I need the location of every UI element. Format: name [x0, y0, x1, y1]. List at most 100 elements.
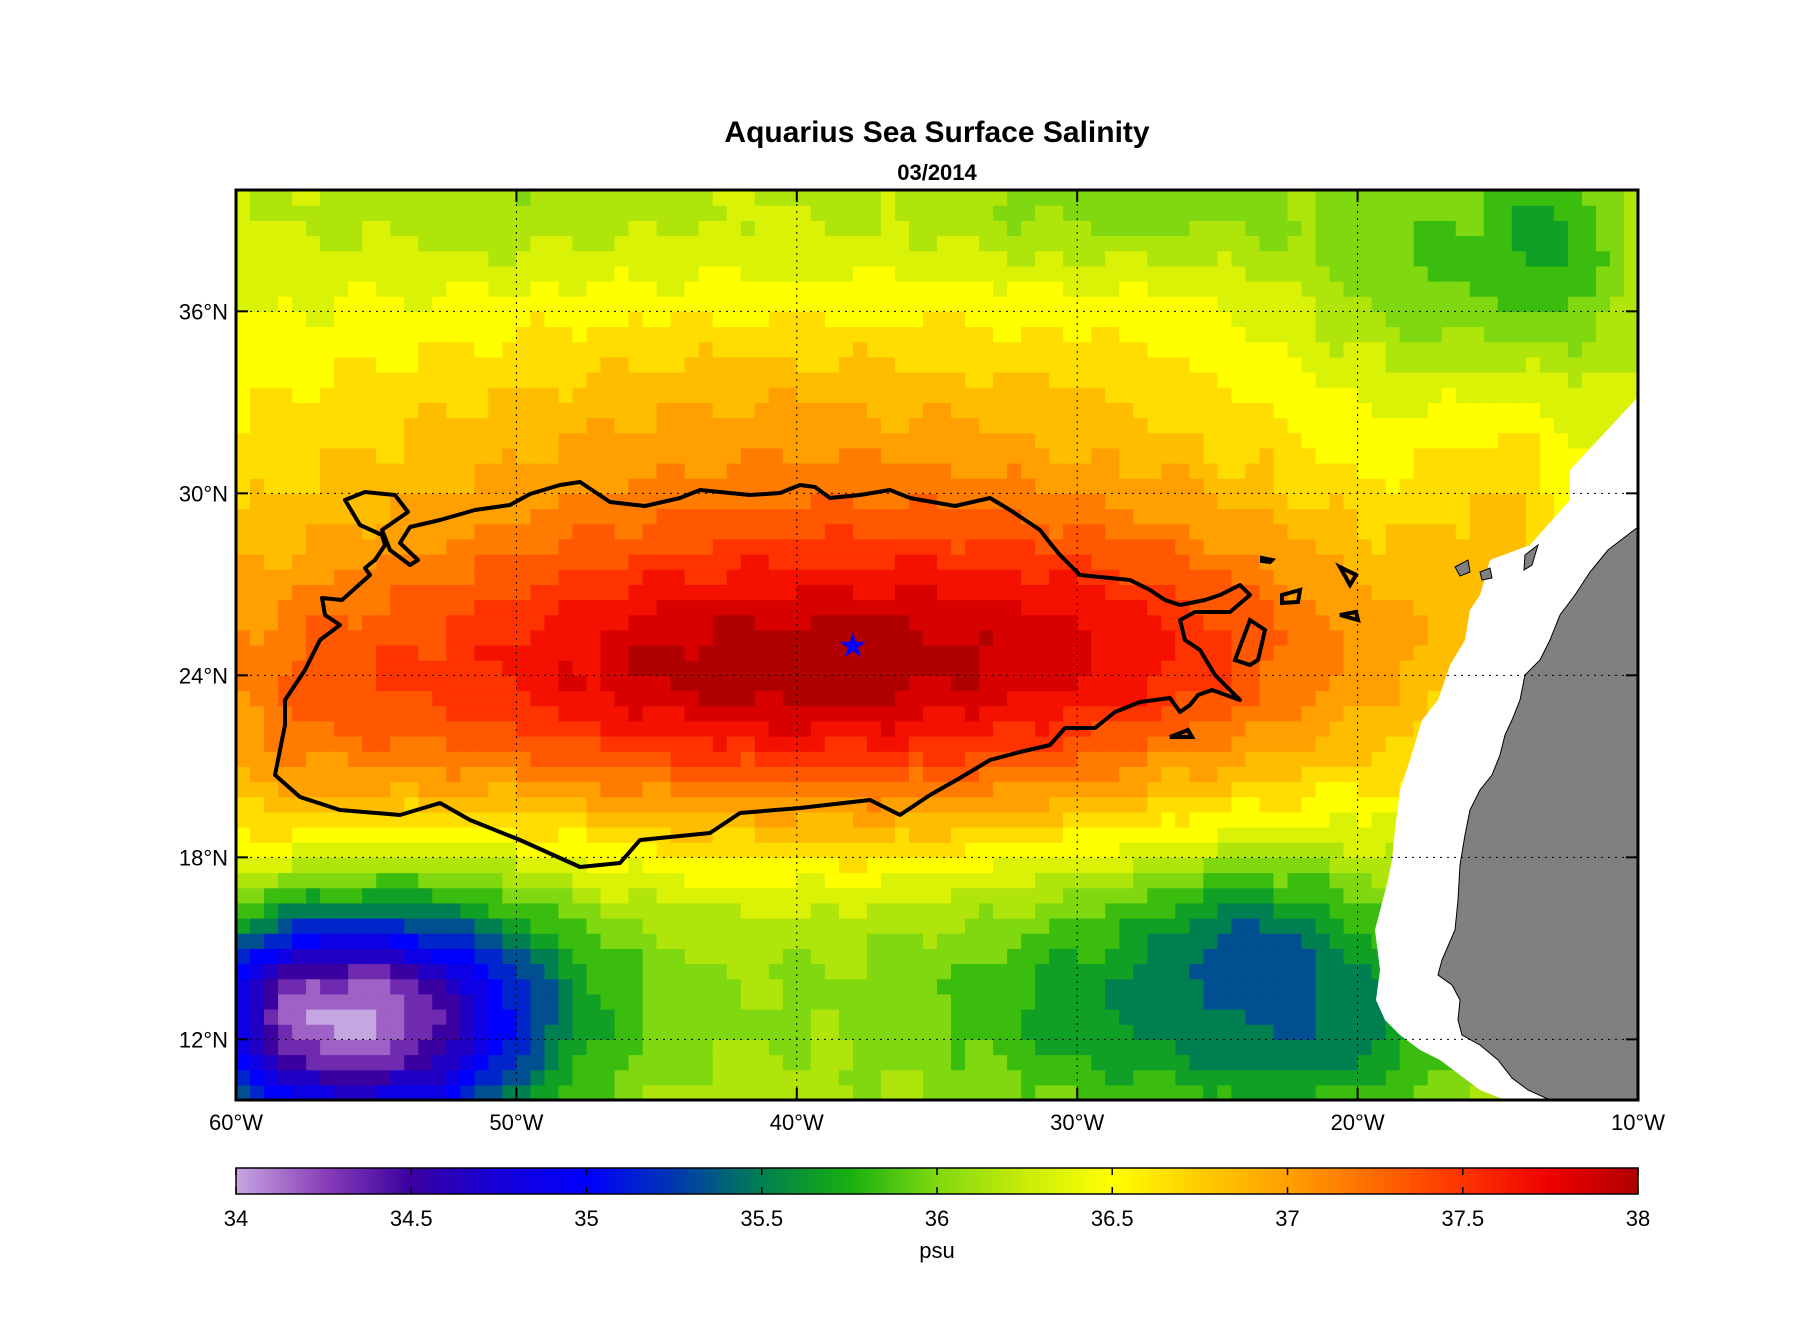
salinity-cell — [1035, 1024, 1050, 1040]
salinity-cell — [1049, 614, 1064, 631]
salinity-cell — [894, 402, 910, 419]
salinity-cell — [628, 220, 644, 237]
salinity-cell — [1273, 372, 1289, 388]
salinity-cell — [768, 629, 784, 646]
salinity-cell — [348, 341, 363, 358]
salinity-cell — [1035, 872, 1050, 889]
salinity-cell — [993, 948, 1008, 965]
salinity-cell — [1315, 554, 1331, 570]
salinity-cell — [390, 341, 405, 358]
salinity-cell — [1077, 614, 1092, 631]
salinity-cell — [348, 584, 363, 601]
salinity-cell — [334, 538, 349, 555]
salinity-cell — [951, 918, 966, 934]
salinity-cell — [1035, 978, 1050, 995]
salinity-cell — [1021, 493, 1036, 510]
salinity-cell — [1301, 978, 1317, 995]
salinity-cell — [670, 311, 686, 328]
salinity-cell — [1077, 1009, 1092, 1025]
salinity-cell — [951, 220, 966, 237]
salinity-cell — [1175, 766, 1190, 783]
salinity-cell — [236, 796, 251, 813]
salinity-cell — [1161, 372, 1176, 388]
salinity-cell — [446, 660, 461, 676]
salinity-cell — [712, 356, 728, 373]
salinity-cell — [530, 205, 546, 221]
salinity-cell — [712, 250, 728, 267]
salinity-cell — [824, 523, 840, 540]
salinity-cell — [278, 675, 293, 692]
salinity-cell — [768, 902, 784, 919]
salinity-cell — [1049, 478, 1064, 494]
salinity-cell — [1259, 311, 1275, 328]
salinity-cell — [1189, 918, 1204, 934]
salinity-cell — [334, 1084, 349, 1100]
salinity-cell — [530, 993, 546, 1010]
salinity-cell — [894, 720, 910, 737]
salinity-cell — [460, 311, 475, 328]
salinity-cell — [726, 296, 742, 312]
salinity-cell — [1119, 508, 1134, 525]
salinity-cell — [376, 963, 391, 980]
salinity-cell — [544, 736, 560, 752]
salinity-cell — [292, 463, 307, 479]
salinity-cell — [236, 417, 251, 434]
salinity-cell — [656, 235, 672, 252]
salinity-cell — [922, 902, 938, 919]
salinity-cell — [1245, 720, 1261, 737]
salinity-cell — [754, 584, 770, 601]
salinity-cell — [516, 584, 532, 601]
salinity-cell — [642, 463, 658, 479]
salinity-cell — [796, 857, 812, 874]
salinity-cell — [993, 599, 1008, 616]
salinity-cell — [1287, 538, 1303, 555]
salinity-cell — [951, 250, 966, 267]
salinity-cell — [810, 235, 826, 252]
salinity-cell — [236, 281, 251, 297]
salinity-cell — [1091, 614, 1106, 631]
salinity-cell — [1119, 918, 1134, 934]
salinity-cell — [1077, 675, 1092, 692]
salinity-cell — [1287, 447, 1303, 464]
salinity-cell — [1217, 1084, 1233, 1100]
salinity-cell — [922, 993, 938, 1010]
salinity-cell — [712, 523, 728, 540]
salinity-cell — [376, 993, 391, 1010]
salinity-cell — [292, 948, 307, 965]
salinity-cell — [1147, 250, 1162, 267]
salinity-cell — [965, 902, 980, 919]
salinity-cell — [908, 827, 924, 843]
salinity-cell — [1091, 281, 1106, 297]
salinity-cell — [698, 387, 714, 403]
salinity-cell — [432, 341, 447, 358]
salinity-cell — [1203, 811, 1218, 828]
salinity-cell — [404, 766, 419, 783]
salinity-cell — [1231, 963, 1247, 980]
salinity-cell — [684, 933, 700, 949]
salinity-cell — [404, 1054, 419, 1071]
salinity-cell — [726, 387, 742, 403]
salinity-cell — [516, 402, 532, 419]
salinity-cell — [754, 1039, 770, 1056]
salinity-cell — [1161, 629, 1176, 646]
salinity-cell — [362, 720, 377, 737]
salinity-cell — [278, 645, 293, 661]
salinity-cell — [993, 766, 1008, 783]
salinity-cell — [1259, 751, 1275, 767]
salinity-cell — [698, 1009, 714, 1025]
salinity-cell — [1119, 827, 1134, 843]
salinity-cell — [1035, 417, 1050, 434]
salinity-cell — [460, 584, 475, 601]
salinity-cell — [1217, 993, 1233, 1010]
salinity-cell — [1273, 493, 1289, 510]
salinity-cell — [544, 811, 560, 828]
salinity-cell — [1203, 872, 1218, 889]
salinity-cell — [1371, 751, 1387, 767]
salinity-cell — [1203, 569, 1218, 585]
salinity-cell — [516, 963, 532, 980]
salinity-cell — [1091, 1024, 1106, 1040]
salinity-cell — [712, 447, 728, 464]
salinity-cell — [292, 508, 307, 525]
salinity-cell — [1259, 584, 1275, 601]
salinity-cell — [1245, 493, 1261, 510]
